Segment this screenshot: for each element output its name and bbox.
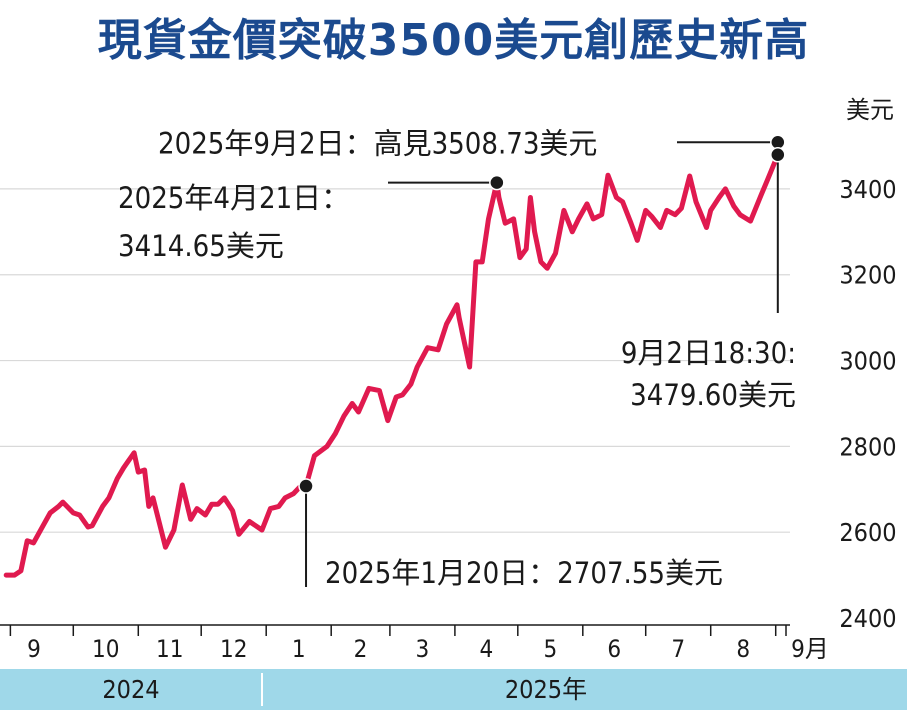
april-annotation-line1: 2025年4月21日： (118, 181, 350, 215)
y-tick-label: 2400 (839, 604, 896, 633)
year-label-2025: 2025年 (505, 675, 587, 704)
x-axis: 9 10 11 12 1 2 3 4 5 6 7 8 9月 (0, 624, 829, 663)
x-tick-label: 6 (607, 635, 621, 663)
y-axis-unit: 美元 (846, 96, 894, 124)
x-tick-label: 11 (156, 635, 183, 663)
x-tick-label: 4 (479, 635, 493, 663)
year-band: 2024 2025年 (0, 669, 907, 710)
current-marker (770, 147, 786, 163)
x-tick-label: 10 (92, 635, 119, 663)
price-line (3, 152, 781, 578)
x-tick-label: 2 (354, 635, 368, 663)
current-annotation-line2: 3479.60美元 (630, 378, 796, 412)
x-tick-label: 9 (27, 635, 41, 663)
x-tick-label: 12 (220, 635, 247, 663)
y-tick-label: 3000 (839, 347, 896, 376)
x-tick-label: 3 (416, 635, 430, 663)
january-marker (298, 478, 314, 494)
january-annotation-label: 2025年1月20日：2707.55美元 (325, 556, 723, 590)
year-label-2024: 2024 (102, 675, 159, 704)
y-tick-label: 2600 (839, 518, 896, 547)
april-annotation-line2: 3414.65美元 (118, 229, 284, 263)
x-tick-label: 9月 (791, 635, 829, 663)
x-tick-label: 1 (292, 635, 306, 663)
x-tick-label: 5 (543, 635, 557, 663)
y-axis: 2400 2600 2800 3000 3200 3400 (839, 175, 896, 633)
y-tick-label: 3400 (839, 175, 896, 204)
x-tick-label: 7 (671, 635, 685, 663)
current-annotation-line1: 9月2日18:30: (621, 336, 796, 370)
x-tick-label: 8 (736, 635, 750, 663)
chart-title: 現貨金價突破3500美元創歷史新高 (97, 15, 810, 66)
gridlines (0, 188, 790, 533)
y-tick-label: 3200 (839, 261, 896, 290)
peak-annotation-label: 2025年9月2日：高見3508.73美元 (158, 126, 597, 160)
april-marker (489, 174, 505, 191)
y-tick-label: 2800 (839, 432, 896, 461)
price-series-line (3, 152, 781, 578)
year-band-background (0, 669, 907, 710)
annotations: 2025年9月2日：高見3508.73美元 2025年4月21日： 3414.65美… (118, 126, 796, 590)
